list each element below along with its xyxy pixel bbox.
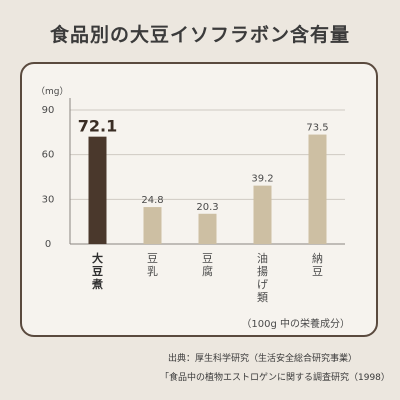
category-label-char: 類 bbox=[257, 291, 268, 304]
y-tick-label: 0 bbox=[45, 239, 51, 250]
value-label: 73.5 bbox=[306, 123, 328, 134]
category-label-char: 大 bbox=[92, 251, 103, 265]
value-label: 20.3 bbox=[196, 202, 218, 213]
bar-油揚げ類 bbox=[253, 185, 272, 244]
y-tick-label: 30 bbox=[42, 194, 55, 205]
category-label-char: 豆 bbox=[202, 252, 213, 265]
category-label-char: 煮 bbox=[91, 277, 103, 291]
category-label-char: 揚 bbox=[257, 265, 268, 278]
category-label-char: 納 bbox=[312, 252, 323, 265]
page-title: 食品別の大豆イソフラボン含有量 bbox=[49, 24, 350, 46]
source-line-1: 出典：厚生科学研究（生活安全総合研究事業） bbox=[168, 354, 358, 364]
bar-納豆 bbox=[308, 134, 327, 244]
category-label-char: 豆 bbox=[147, 252, 158, 265]
category-label-char: げ bbox=[257, 278, 268, 291]
category-label-char: 豆 bbox=[312, 265, 323, 278]
bar-豆腐 bbox=[198, 213, 217, 244]
y-tick-label: 90 bbox=[42, 105, 55, 116]
y-tick-label: 60 bbox=[42, 150, 55, 161]
bar-豆乳 bbox=[143, 207, 162, 244]
category-label-char: 腐 bbox=[202, 264, 213, 278]
bar-大豆煮 bbox=[88, 136, 107, 244]
category-label-char: 豆 bbox=[92, 265, 103, 278]
category-label-char: 油 bbox=[257, 251, 268, 265]
value-label: 24.8 bbox=[141, 195, 163, 206]
category-label-char: 乳 bbox=[147, 265, 158, 278]
source-line-2: 「食品中の植物エストロゲンに関する調査研究（1998） bbox=[160, 373, 390, 383]
value-label: 39.2 bbox=[251, 174, 273, 185]
value-label: 72.1 bbox=[78, 117, 117, 136]
unit-note: （100g 中の栄養成分） bbox=[241, 317, 350, 330]
y-unit-label: （mg） bbox=[36, 86, 68, 97]
